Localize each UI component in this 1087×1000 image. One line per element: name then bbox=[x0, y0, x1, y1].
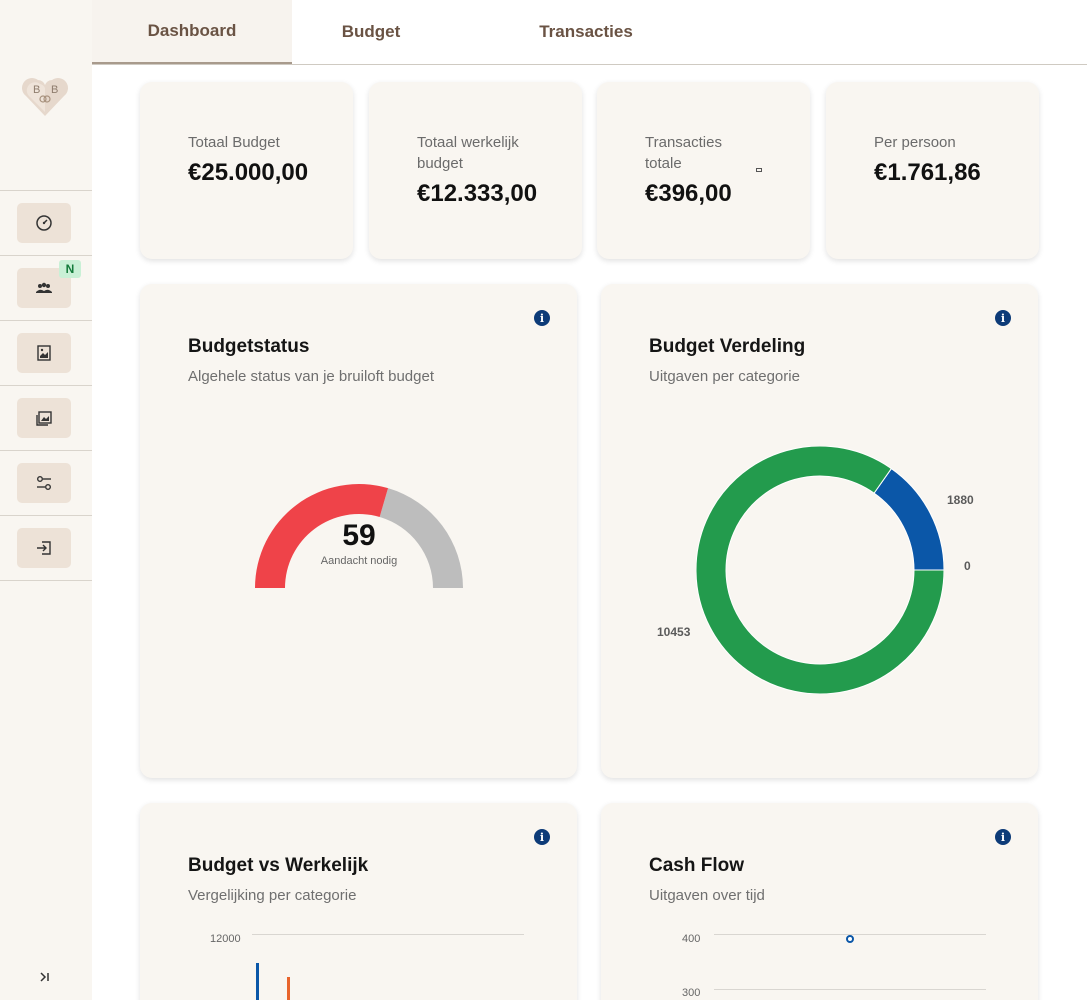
stat-card-transacties: Transacties totale €396,00 bbox=[597, 82, 810, 259]
sidebar-item-settings[interactable] bbox=[17, 463, 71, 503]
panel-title: Budget Verdeling bbox=[649, 336, 806, 357]
bar-budget bbox=[256, 963, 259, 1000]
info-icon[interactable]: i bbox=[534, 310, 550, 326]
cashflow-card: i Cash Flow Uitgaven over tijd 400 300 bbox=[601, 803, 1038, 1000]
sidebar-divider bbox=[0, 450, 92, 451]
dashboard-main: Totaal Budget €25.000,00 Totaal werkelij… bbox=[92, 65, 1087, 1000]
stat-label: Per persoon bbox=[874, 134, 956, 151]
donut-slice[interactable] bbox=[873, 467, 944, 571]
sidebar-item-logout[interactable] bbox=[17, 528, 71, 568]
stat-label: Transacties totale bbox=[645, 134, 722, 172]
donut-slice[interactable] bbox=[696, 446, 944, 694]
y-tick-label: 12000 bbox=[210, 933, 241, 945]
info-icon[interactable]: i bbox=[995, 829, 1011, 845]
sidebar-divider bbox=[0, 580, 92, 581]
stat-card-totaal-budget: Totaal Budget €25.000,00 bbox=[140, 82, 353, 259]
settings-sliders-icon bbox=[37, 476, 51, 490]
sidebar-item-image[interactable] bbox=[17, 333, 71, 373]
verdeling-card: i Budget Verdeling Uitgaven per categori… bbox=[601, 284, 1038, 778]
donut-data-label: 1880 bbox=[947, 493, 974, 507]
sidebar-divider bbox=[0, 190, 92, 191]
sidebar-divider bbox=[0, 385, 92, 386]
panel-title: Budgetstatus bbox=[188, 336, 310, 357]
sidebar: B B N bbox=[0, 0, 92, 1000]
stat-value: €25.000,00 bbox=[188, 159, 309, 186]
image-icon bbox=[37, 345, 51, 361]
panel-title: Budget vs Werkelijk bbox=[188, 855, 369, 876]
panel-subtitle: Uitgaven over tijd bbox=[649, 887, 765, 904]
stat-value: €396,00 bbox=[645, 180, 732, 207]
gauge-filled-arc bbox=[255, 484, 389, 588]
info-icon[interactable]: i bbox=[995, 310, 1011, 326]
tab-bar: Dashboard Budget Transacties bbox=[92, 0, 1087, 65]
y-tick-label: 400 bbox=[682, 933, 701, 945]
stat-card-totaal-werkelijk: Totaal werkelijk budget €12.333,00 bbox=[369, 82, 582, 259]
collapse-icon bbox=[40, 972, 49, 982]
stat-value: €12.333,00 bbox=[417, 180, 538, 207]
donut-data-label: 10453 bbox=[657, 625, 691, 639]
tab-dashboard[interactable]: Dashboard bbox=[92, 0, 292, 64]
budgetstatus-card: i Budgetstatus Algehele status van je br… bbox=[140, 284, 577, 778]
budget-vs-werkelijk-card: i Budget vs Werkelijk Vergelijking per c… bbox=[140, 803, 577, 1000]
users-icon bbox=[36, 282, 52, 293]
gallery-icon bbox=[36, 411, 52, 426]
cashflow-point bbox=[846, 935, 854, 943]
donut-data-label: 0 bbox=[964, 559, 971, 573]
panel-subtitle: Vergelijking per categorie bbox=[188, 887, 357, 904]
sidebar-divider bbox=[0, 515, 92, 516]
tab-budget[interactable]: Budget bbox=[341, 22, 401, 41]
svg-text:B: B bbox=[33, 84, 40, 96]
info-icon[interactable]: i bbox=[534, 829, 550, 845]
dashboard-gauge-icon bbox=[36, 215, 52, 231]
gridline bbox=[252, 934, 524, 935]
budget-donut-chart bbox=[696, 446, 944, 694]
stat-value: €1.761,86 bbox=[874, 159, 981, 186]
small-image-icon bbox=[756, 168, 762, 172]
new-badge: N bbox=[59, 260, 81, 278]
stat-label: Totaal werkelijk budget bbox=[417, 134, 519, 172]
bar-werkelijk bbox=[287, 977, 290, 1000]
sidebar-item-gallery[interactable] bbox=[17, 398, 71, 438]
tab-transacties[interactable]: Transacties bbox=[539, 22, 633, 41]
stat-label: Totaal Budget bbox=[188, 134, 280, 151]
collapse-sidebar-button[interactable] bbox=[36, 968, 54, 986]
y-tick-label: 300 bbox=[682, 987, 701, 999]
panel-subtitle: Uitgaven per categorie bbox=[649, 368, 800, 385]
gauge-score-label: Aandacht nodig bbox=[320, 555, 398, 567]
panel-subtitle: Algehele status van je bruiloft budget bbox=[188, 368, 434, 385]
sidebar-divider bbox=[0, 255, 92, 256]
gauge-remaining-arc bbox=[379, 488, 463, 588]
logout-icon bbox=[37, 541, 51, 555]
stat-card-per-persoon: Per persoon €1.761,86 bbox=[826, 82, 1039, 259]
budget-gauge bbox=[255, 484, 463, 588]
sidebar-divider bbox=[0, 320, 92, 321]
gridline bbox=[714, 934, 986, 935]
gauge-score: 59 bbox=[342, 519, 376, 552]
svg-text:B: B bbox=[51, 84, 58, 96]
panel-title: Cash Flow bbox=[649, 855, 745, 876]
sidebar-item-dashboard[interactable] bbox=[17, 203, 71, 243]
gridline bbox=[714, 989, 986, 990]
logo[interactable]: B B bbox=[20, 72, 70, 118]
